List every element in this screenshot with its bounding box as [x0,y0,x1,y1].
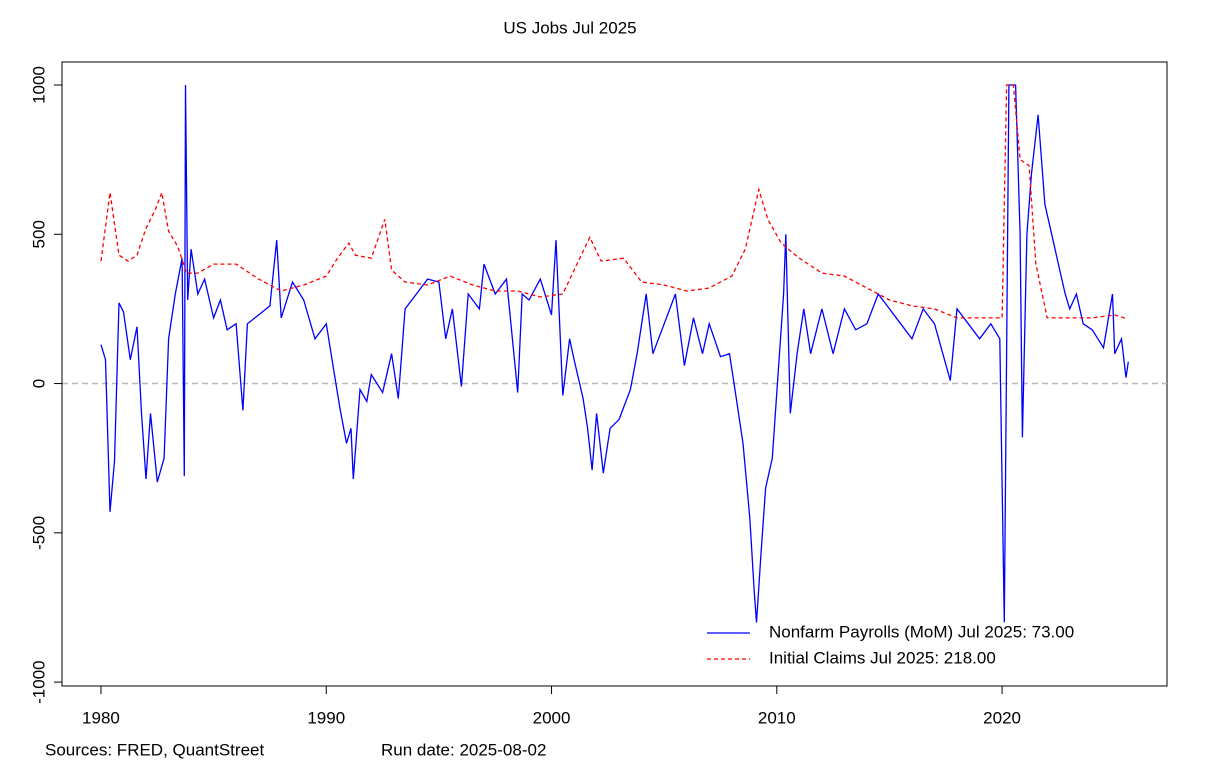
legend-label: Initial Claims Jul 2025: 218.00 [769,648,996,667]
footer-sources: Sources: FRED, QuantStreet [45,740,264,759]
x-tick-label: 2020 [983,708,1021,727]
chart-title: US Jobs Jul 2025 [503,18,636,37]
legend-label: Nonfarm Payrolls (MoM) Jul 2025: 73.00 [769,622,1074,641]
y-tick-label: 500 [29,220,48,248]
y-tick-label: 1000 [29,66,48,104]
y-tick-label: -500 [29,516,48,550]
series-line [100,84,1127,320]
y-tick-label: -1000 [29,660,48,703]
plot-frame [61,61,1168,687]
x-tick-label: 2010 [758,708,796,727]
x-tick-label: 1980 [82,708,120,727]
footer-run-date: Run date: 2025-08-02 [381,740,546,759]
x-tick-label: 1990 [307,708,345,727]
series-line [100,84,1129,623]
x-tick-label: 2000 [533,708,571,727]
y-tick-label: 0 [29,379,48,388]
